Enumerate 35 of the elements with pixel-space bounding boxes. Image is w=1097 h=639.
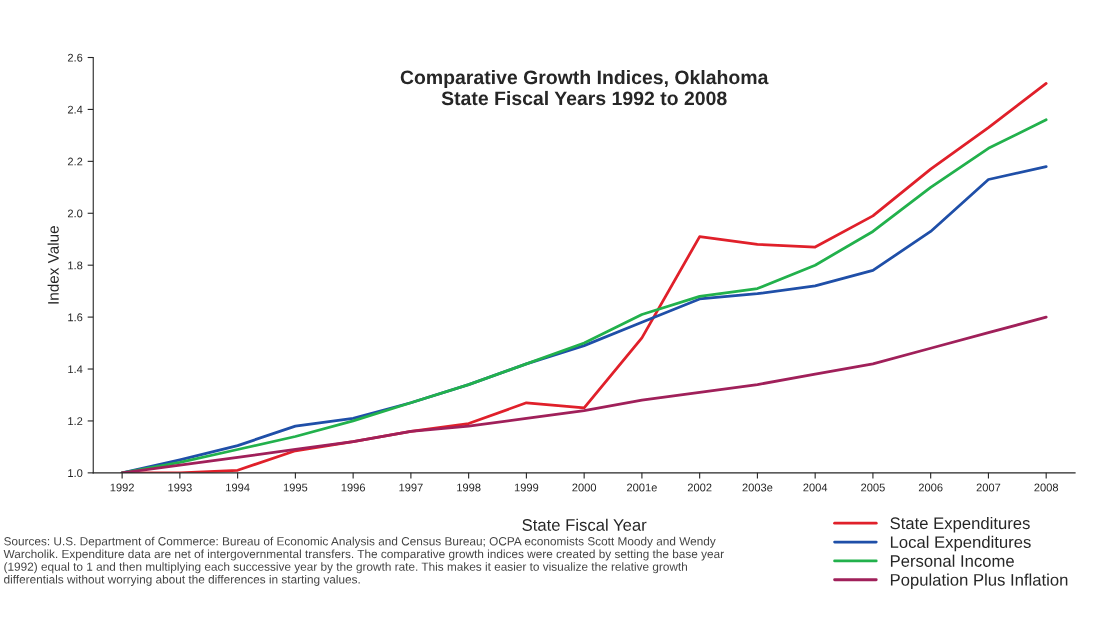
x-tick-label: 2006 xyxy=(918,483,943,492)
x-tick-label: 1992 xyxy=(110,483,134,492)
legend-label: State Expenditures xyxy=(890,516,1030,533)
x-tick-label: 1993 xyxy=(168,483,192,492)
x-tick-label: 2003e xyxy=(742,483,773,492)
x-tick-label: 2004 xyxy=(803,483,828,492)
y-tick-label: 1.2 xyxy=(68,417,83,425)
text: Comparative Growth Indices, Oklahoma State Fiscal Years 1992 to 2008 xyxy=(400,69,769,106)
legend-label: Local Expenditures xyxy=(890,535,1031,552)
legend-label: Population Plus Inflation xyxy=(890,573,1068,590)
y-tick-label: 1.0 xyxy=(68,469,83,477)
y-tick-label: 2.0 xyxy=(67,209,83,218)
y-axis-title: Index Value xyxy=(47,226,59,304)
x-tick-label: 2002 xyxy=(687,483,712,492)
x-tick-label: 2005 xyxy=(861,483,885,492)
x-axis-title: State Fiscal Year xyxy=(522,518,647,531)
x-tick-label: 2000 xyxy=(572,483,597,492)
x-tick-label: 1995 xyxy=(283,483,308,492)
x-tick-label: 1998 xyxy=(457,483,481,492)
line-series xyxy=(120,315,1048,473)
x-tick-label: 1994 xyxy=(226,483,250,492)
source-note: Sources: U.S. Department of Commerce: Bureau of Economic Analysis and Census Bureau; OCPA economists Scott Moody and Wendy Warcholik. Expenditure data are net of intergovernmental transfers. The comparative growth indices were created by setting the base year (1992) equal to 1 and then multiplying each successive year by the growth rate. This makes it easier to visualize the relative growth differentials without worrying about the differences in starting values. xyxy=(3,536,724,586)
y-tick-label: 1.8 xyxy=(68,261,83,270)
x-tick-label: 2008 xyxy=(1034,483,1059,492)
x-tick-label: 2007 xyxy=(976,483,1001,492)
legend-label: Personal Income xyxy=(890,554,1014,567)
x-tick-label: 1996 xyxy=(341,483,366,492)
y-tick-label: 2.6 xyxy=(67,53,83,62)
x-tick-label: 1999 xyxy=(514,483,539,492)
y-tick-label: 2.4 xyxy=(67,105,83,114)
x-tick-label: 2001e xyxy=(627,483,657,492)
y-tick-label: 1.4 xyxy=(68,365,83,374)
y-tick-label: 1.6 xyxy=(68,313,83,322)
x-tick-label: 1997 xyxy=(399,483,423,492)
y-tick-label: 2.2 xyxy=(67,157,83,166)
